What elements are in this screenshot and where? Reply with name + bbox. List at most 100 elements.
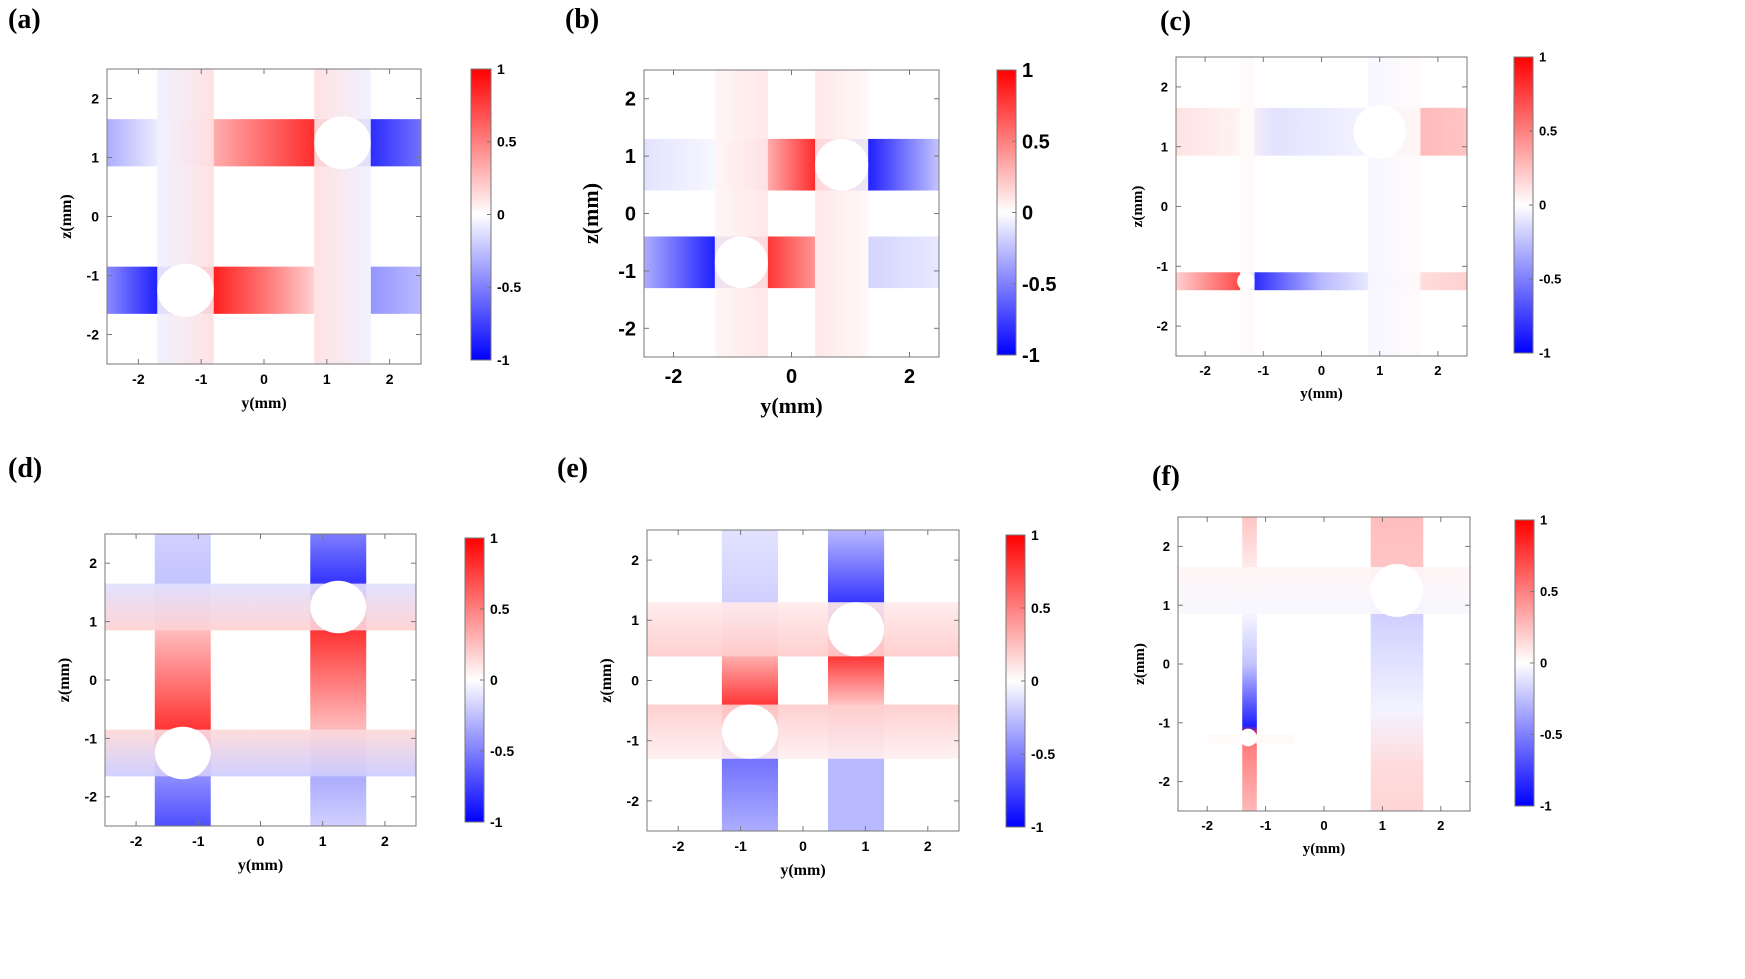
x-tick-label: -1 bbox=[1258, 363, 1270, 378]
field-band bbox=[1368, 57, 1421, 356]
field-band bbox=[714, 70, 768, 357]
colorbar-tick-label: 1 bbox=[490, 530, 498, 546]
x-tick-label: 1 bbox=[1376, 363, 1383, 378]
y-tick-label: 1 bbox=[89, 614, 97, 630]
y-tick-label: 1 bbox=[1161, 139, 1168, 154]
x-axis-label: y(mm) bbox=[780, 862, 825, 879]
field-band bbox=[105, 729, 416, 777]
plot-frame bbox=[1175, 56, 1468, 357]
x-tick-label: 0 bbox=[799, 838, 807, 854]
colorbar-tick-label: 1 bbox=[1022, 60, 1033, 82]
colorbar-tick-label: -0.5 bbox=[1031, 746, 1055, 762]
x-tick-label: -2 bbox=[665, 366, 683, 388]
y-tick-label: -1 bbox=[627, 733, 640, 749]
x-tick-label: 2 bbox=[1437, 818, 1444, 833]
panel-3: (d) -2 -1 0 1 2 2 1 0 -1 -2 y(mm) z(mm) 1 0.5 0 -0.5 -1 bbox=[8, 453, 514, 874]
colorbar-tick-label: 0.5 bbox=[1022, 131, 1050, 153]
x-tick-label: -2 bbox=[130, 833, 143, 849]
y-tick-label: -1 bbox=[1158, 715, 1170, 730]
x-axis-label: y(mm) bbox=[238, 857, 283, 874]
colorbar-tick-label: 1 bbox=[497, 61, 505, 77]
plot-frame bbox=[104, 533, 417, 827]
field-band bbox=[310, 534, 367, 826]
y-tick-label: -2 bbox=[627, 793, 640, 809]
y-tick-label: 2 bbox=[1163, 539, 1170, 554]
panel-4: (e) -2 -1 0 1 2 2 1 0 -1 -2 y(mm) z(mm) 1 0.5 0 -0.5 -1 bbox=[557, 453, 1055, 879]
x-tick-label: 1 bbox=[319, 833, 327, 849]
x-axis-label: y(mm) bbox=[760, 393, 822, 418]
panel-2: (c) -2 -1 0 1 2 2 1 0 -1 -2 y(mm) z(mm) 1 0.5 0 -0.5 -1 bbox=[1130, 6, 1562, 402]
y-tick-label: 2 bbox=[1161, 79, 1168, 94]
field bbox=[644, 70, 939, 357]
field-band bbox=[1178, 566, 1470, 615]
y-axis-label: z(mm) bbox=[1132, 643, 1148, 685]
field bbox=[107, 69, 421, 364]
x-tick-label: 1 bbox=[862, 838, 870, 854]
colorbar-tick-label: 1 bbox=[1539, 50, 1546, 65]
panel-label: (c) bbox=[1160, 6, 1191, 37]
field-band bbox=[644, 138, 939, 191]
field-band bbox=[1240, 57, 1255, 356]
field-band bbox=[370, 266, 421, 314]
x-tick-label: 2 bbox=[1434, 363, 1441, 378]
panel-label: (f) bbox=[1152, 461, 1180, 492]
x-tick-label: 2 bbox=[381, 833, 389, 849]
field-band bbox=[1176, 272, 1467, 291]
y-tick-label: -2 bbox=[1156, 319, 1168, 334]
x-tick-label: 0 bbox=[786, 366, 797, 388]
x-axis-label: y(mm) bbox=[241, 395, 286, 412]
y-tick-label: -2 bbox=[87, 326, 100, 342]
panel-1: (b) -2 0 2 2 1 0 -1 -2 y(mm) z(mm) 1 0.5 0 -0.5 -1 bbox=[565, 4, 1056, 418]
y-tick-label: 1 bbox=[91, 149, 99, 165]
colorbar-tick-label: -1 bbox=[1540, 799, 1552, 814]
colorbar-tick-label: -1 bbox=[490, 814, 503, 830]
x-tick-label: 1 bbox=[323, 371, 331, 387]
x-tick-label: 0 bbox=[1318, 363, 1325, 378]
y-tick-label: 0 bbox=[631, 672, 639, 688]
y-tick-label: -1 bbox=[618, 261, 636, 283]
y-tick-label: 0 bbox=[89, 672, 97, 688]
x-tick-label: 2 bbox=[386, 371, 394, 387]
colorbar-tick-label: 0.5 bbox=[490, 601, 510, 617]
y-tick-label: 0 bbox=[1163, 657, 1170, 672]
colorbar-tick-label: 0 bbox=[1031, 673, 1039, 689]
y-tick-label: -1 bbox=[85, 730, 98, 746]
x-axis-label: y(mm) bbox=[1300, 386, 1342, 402]
x-tick-label: 2 bbox=[904, 366, 915, 388]
colorbar-tick-label: -0.5 bbox=[490, 743, 514, 759]
colorbar-tick-label: 0 bbox=[1539, 198, 1546, 213]
y-tick-label: 2 bbox=[625, 89, 636, 111]
field-band bbox=[721, 530, 779, 831]
field-band bbox=[314, 69, 371, 364]
x-tick-label: 2 bbox=[924, 838, 932, 854]
plot-frame bbox=[106, 68, 422, 365]
panel-label: (a) bbox=[8, 4, 41, 35]
panel-5: (f) -2 -1 0 1 2 2 1 0 -1 -2 y(mm) z(mm) 1 0.5 0 -0.5 -1 bbox=[1132, 461, 1563, 857]
y-axis-label: z(mm) bbox=[578, 183, 603, 244]
field-band bbox=[815, 70, 869, 357]
colorbar-tick-label: 0 bbox=[497, 206, 505, 222]
colorbar-tick-label: 0.5 bbox=[1540, 584, 1558, 599]
field-band bbox=[1242, 517, 1257, 811]
y-tick-label: 2 bbox=[91, 90, 99, 106]
y-tick-label: 1 bbox=[625, 146, 636, 168]
x-tick-label: -1 bbox=[195, 371, 208, 387]
x-tick-label: -2 bbox=[672, 838, 685, 854]
x-tick-label: 1 bbox=[1379, 818, 1386, 833]
plot-frame bbox=[643, 69, 940, 358]
y-axis-label: z(mm) bbox=[58, 194, 75, 238]
y-tick-label: -1 bbox=[1156, 259, 1168, 274]
x-tick-label: -1 bbox=[734, 838, 747, 854]
field-band bbox=[827, 530, 885, 831]
x-tick-label: -1 bbox=[1260, 818, 1272, 833]
colorbar-tick-label: 0 bbox=[490, 672, 498, 688]
colorbar-tick-label: -1 bbox=[1022, 345, 1040, 367]
colorbar-tick-label: 1 bbox=[1540, 513, 1547, 528]
x-tick-label: 0 bbox=[257, 833, 265, 849]
y-tick-label: 0 bbox=[625, 204, 636, 226]
panel-label: (e) bbox=[557, 453, 588, 484]
y-axis-label: z(mm) bbox=[598, 658, 615, 702]
colorbar-tick-label: -1 bbox=[497, 352, 510, 368]
